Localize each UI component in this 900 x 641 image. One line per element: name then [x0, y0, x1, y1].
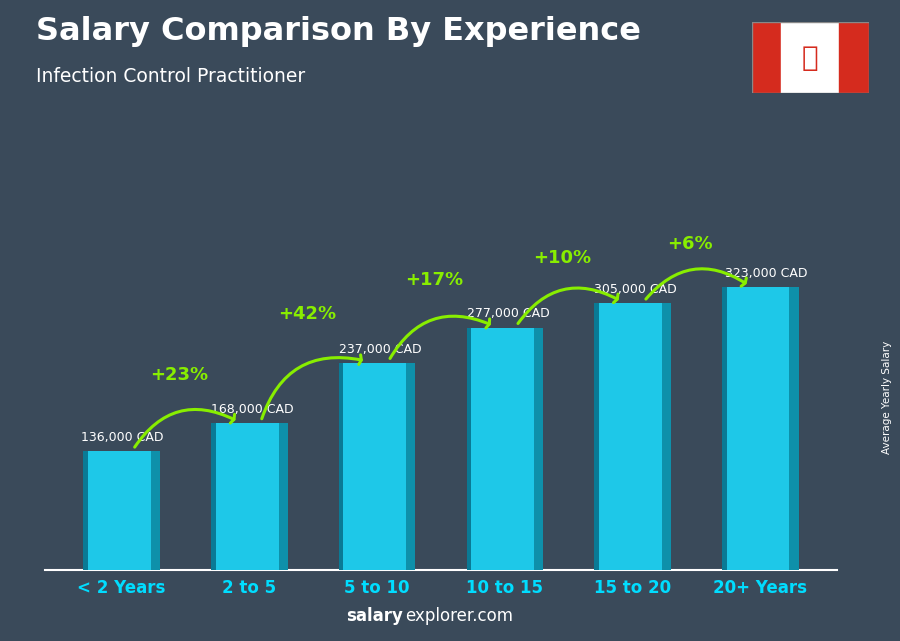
- Bar: [338, 363, 344, 570]
- Bar: [406, 363, 416, 570]
- Text: +42%: +42%: [278, 305, 336, 323]
- Bar: [534, 328, 544, 570]
- Text: salary: salary: [346, 607, 403, 625]
- Bar: [594, 303, 598, 570]
- Bar: [466, 328, 544, 570]
- Text: +17%: +17%: [406, 271, 464, 289]
- Bar: [722, 287, 726, 570]
- Text: explorer.com: explorer.com: [405, 607, 513, 625]
- Text: Average Yearly Salary: Average Yearly Salary: [881, 341, 892, 454]
- Text: Infection Control Practitioner: Infection Control Practitioner: [36, 67, 305, 87]
- Text: 237,000 CAD: 237,000 CAD: [338, 342, 421, 356]
- Text: 168,000 CAD: 168,000 CAD: [212, 403, 293, 416]
- Bar: [662, 303, 670, 570]
- Bar: [84, 451, 160, 570]
- Bar: [839, 22, 868, 93]
- Bar: [722, 287, 798, 570]
- Text: +6%: +6%: [667, 235, 713, 253]
- Text: 136,000 CAD: 136,000 CAD: [81, 431, 163, 444]
- Text: 277,000 CAD: 277,000 CAD: [466, 308, 549, 320]
- Text: Salary Comparison By Experience: Salary Comparison By Experience: [36, 16, 641, 47]
- Text: +10%: +10%: [534, 249, 591, 267]
- Bar: [278, 423, 288, 570]
- Text: 305,000 CAD: 305,000 CAD: [594, 283, 677, 296]
- Bar: [781, 22, 839, 93]
- Bar: [84, 451, 88, 570]
- Text: 323,000 CAD: 323,000 CAD: [724, 267, 807, 280]
- Bar: [594, 303, 670, 570]
- Bar: [466, 328, 471, 570]
- Bar: [752, 22, 781, 93]
- Text: +23%: +23%: [150, 365, 208, 384]
- Bar: [789, 287, 798, 570]
- Bar: [151, 451, 160, 570]
- Bar: [212, 423, 288, 570]
- Bar: [212, 423, 216, 570]
- Bar: [338, 363, 416, 570]
- Text: 🍁: 🍁: [802, 44, 818, 72]
